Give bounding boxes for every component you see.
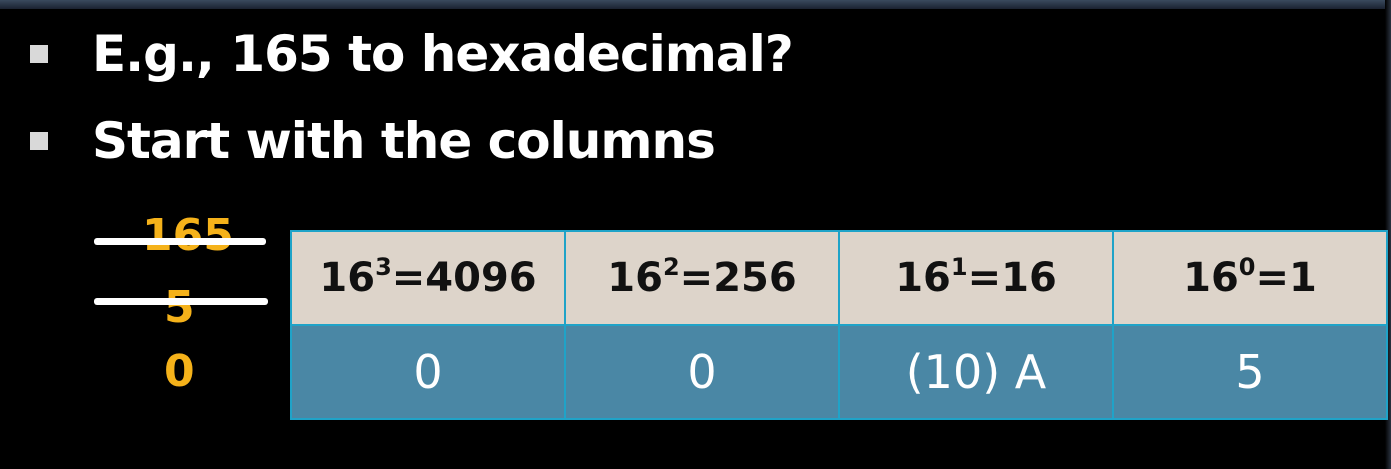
slide-right-edge [1385,0,1391,469]
bullet-text: Start with the columns [92,112,716,170]
header-base: 16 [1183,255,1239,301]
column-header: 162=256 [564,230,840,326]
column-header: 160=1 [1112,230,1388,326]
working-value-0: 0 [164,346,195,397]
working-value-5: 5 [164,282,195,333]
header-value: =16 [967,255,1057,301]
header-exponent: 0 [1238,253,1256,281]
header-base: 16 [895,255,951,301]
column-header: 161=16 [838,230,1114,326]
bullet-text: E.g., 165 to hexadecimal? [92,25,794,83]
strikethrough-line [94,238,266,245]
header-value: =1 [1255,255,1317,301]
table-value-row: 0 0 (10) A 5 [290,324,1388,420]
slide-top-bar [0,0,1391,9]
bullet-item: E.g., 165 to hexadecimal? [30,25,794,83]
header-base: 16 [607,255,663,301]
hex-column-table: 163=4096 162=256 161=16 160=1 0 0 (10) A… [290,230,1388,420]
digit-cell: 5 [1112,324,1388,420]
header-value: =4096 [391,255,537,301]
table-header-row: 163=4096 162=256 161=16 160=1 [290,230,1388,326]
strikethrough-line [94,298,268,305]
header-exponent: 1 [950,253,968,281]
column-header: 163=4096 [290,230,566,326]
header-value: =256 [679,255,797,301]
header-base: 16 [319,255,376,301]
subtraction-working: 165 5 0 [94,214,270,397]
digit-cell: 0 [564,324,840,420]
digit-cell: 0 [290,324,566,420]
header-exponent: 2 [662,253,680,281]
bullet-square-icon [30,45,48,63]
bullet-item: Start with the columns [30,112,716,170]
header-exponent: 3 [375,253,392,281]
bullet-square-icon [30,132,48,150]
working-value-165: 165 [142,210,234,261]
digit-cell: (10) A [838,324,1114,420]
